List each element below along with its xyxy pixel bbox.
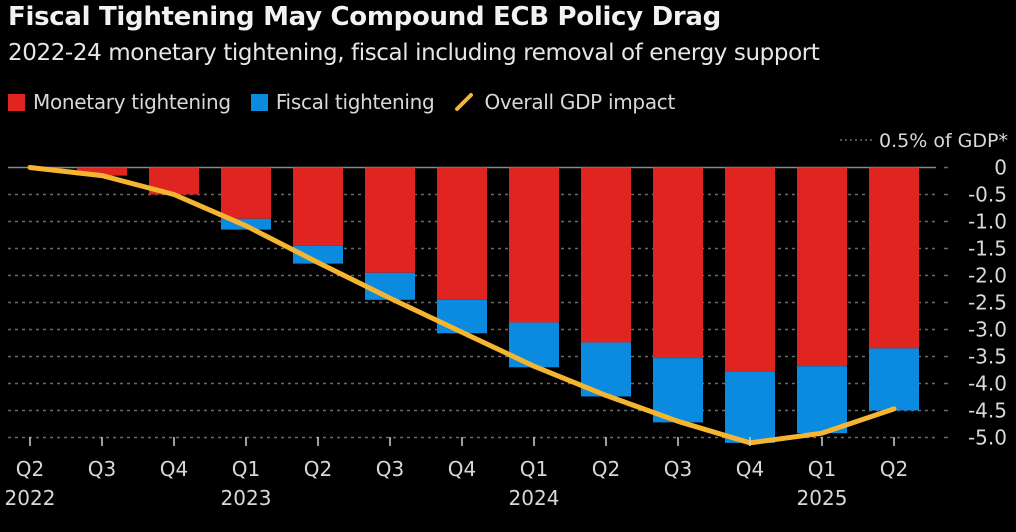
- y-axis: 0 -0.5 -1.0 -1.5 -2.0 -2.5 -3.0 -3.5 -4.0 -4.5 -5.…: [944, 156, 1007, 450]
- x-tick-label-quarter: Q2: [880, 457, 908, 481]
- bar-fiscal: [869, 348, 919, 411]
- unit-label: 0.5% of GDP*: [879, 130, 1008, 152]
- line-swatch-icon: [455, 93, 474, 111]
- legend-label-monetary: Monetary tightening: [33, 90, 231, 114]
- x-tick-label-quarter: Q2: [16, 457, 44, 481]
- x-tick-label-year: 2024: [509, 486, 560, 510]
- bar-fiscal: [653, 358, 703, 423]
- bar-monetary: [869, 167, 919, 349]
- y-tick-label: -1.5: [968, 237, 1007, 261]
- x-axis: Q2 2022 Q3 Q4 Q1 2023 Q2 Q3 Q4 Q1 2024 Q2 Q3 Q4 Q1 2025…: [5, 437, 908, 510]
- legend-item-fiscal: Fiscal tightening: [250, 90, 435, 114]
- x-tick-label-quarter: Q3: [376, 457, 404, 481]
- chart-title: Fiscal Tightening May Compound ECB Polic…: [8, 2, 721, 32]
- bar-fiscal: [293, 245, 343, 264]
- bars: [77, 167, 919, 443]
- legend-item-monetary: Monetary tightening: [8, 90, 231, 114]
- bar-fiscal: [437, 299, 487, 334]
- x-tick-label-year: 2022: [5, 486, 56, 510]
- bar-monetary: [293, 167, 343, 246]
- bar-monetary: [365, 167, 415, 273]
- x-tick-label-quarter: Q2: [592, 457, 620, 481]
- x-tick-label-quarter: Q4: [160, 457, 188, 481]
- x-tick-label-quarter: Q1: [520, 457, 548, 481]
- bar-fiscal: [365, 272, 415, 300]
- bar-monetary: [581, 167, 631, 343]
- monetary-swatch-icon: [8, 93, 25, 111]
- x-tick-label-quarter: Q3: [664, 457, 692, 481]
- bar-monetary: [437, 167, 487, 300]
- bar-monetary: [653, 167, 703, 359]
- bar-monetary: [509, 167, 559, 323]
- bar-monetary: [77, 167, 127, 176]
- chart-subtitle: 2022-24 monetary tightening, fiscal incl…: [8, 40, 820, 66]
- y-tick-label: -3.0: [968, 318, 1007, 342]
- y-tick-label: -1.0: [968, 210, 1007, 234]
- y-tick-label: -2.5: [968, 291, 1007, 315]
- y-tick-label: -3.5: [968, 345, 1007, 369]
- bar-monetary: [221, 167, 271, 219]
- legend-item-overall: Overall GDP impact: [454, 90, 675, 114]
- legend-label-fiscal: Fiscal tightening: [275, 90, 435, 114]
- x-tick-label-year: 2025: [797, 486, 848, 510]
- y-tick-label: -0.5: [968, 183, 1007, 207]
- x-tick-label-quarter: Q4: [448, 457, 476, 481]
- legend-label-overall: Overall GDP impact: [484, 90, 676, 114]
- x-tick-label-quarter: Q2: [304, 457, 332, 481]
- x-tick-label-year: 2023: [221, 486, 272, 510]
- x-tick-label-quarter: Q1: [808, 457, 836, 481]
- legend: Monetary tightening Fiscal tightening Ov…: [8, 90, 695, 114]
- fiscal-swatch-icon: [250, 93, 268, 111]
- x-tick-label-quarter: Q3: [88, 457, 116, 481]
- x-tick-label-quarter: Q1: [232, 457, 260, 481]
- y-tick-label: -4.5: [968, 399, 1007, 423]
- y-tick-label: -4.0: [968, 372, 1007, 396]
- y-tick-label: -2.0: [968, 264, 1007, 288]
- y-tick-label: 0: [994, 156, 1007, 180]
- y-tick-label: -5.0: [968, 426, 1007, 450]
- bar-monetary: [725, 167, 775, 372]
- x-tick-label-quarter: Q4: [736, 457, 764, 481]
- bar-fiscal: [725, 371, 775, 443]
- bar-fiscal: [797, 366, 847, 434]
- bar-monetary: [797, 167, 847, 367]
